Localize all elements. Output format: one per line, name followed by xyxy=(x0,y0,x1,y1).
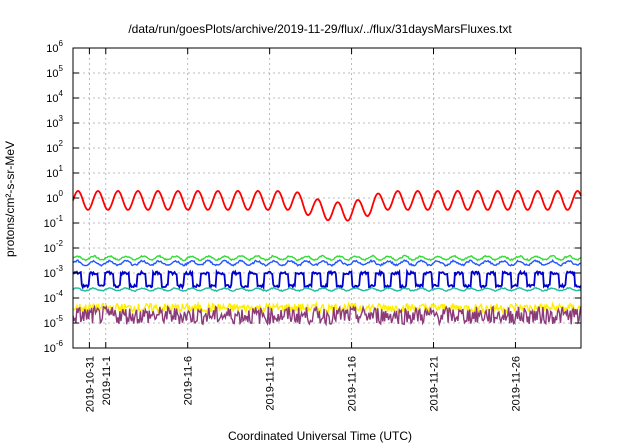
chart-title: /data/run/goesPlots/archive/2019-11-29/f… xyxy=(128,22,512,36)
x-tick-labels: 2019-10-31 2019-11-1 2019-11-6 2019-11-11 20… xyxy=(84,356,522,412)
y-tick-label: 100 xyxy=(46,189,63,205)
y-tick-labels: 10-6 10-5 10-4 10-3 10-2 10-1 100 101 102 103 104 1… xyxy=(44,39,64,355)
y-tick-label: 10-5 xyxy=(44,314,64,330)
grid-lines xyxy=(73,48,581,348)
series-line-2 xyxy=(72,254,582,262)
x-tick-label: 2019-11-21 xyxy=(429,356,441,411)
series-line-7 xyxy=(72,304,582,327)
y-tick-label: 105 xyxy=(46,64,63,80)
series-line-3 xyxy=(72,258,582,267)
x-tick-label: 2019-11-1 xyxy=(101,356,113,405)
plot-frame xyxy=(72,47,582,349)
y-tick-label: 104 xyxy=(46,89,63,105)
x-tick-label: 2019-11-26 xyxy=(510,356,522,411)
y-tick-label: 106 xyxy=(46,39,63,55)
y-tick-label: 103 xyxy=(46,114,63,130)
series-lines xyxy=(72,189,582,327)
plot-border xyxy=(72,47,582,349)
x-tick-label: 2019-11-6 xyxy=(183,356,195,405)
y-tick-label: 10-6 xyxy=(44,339,64,355)
y-tick-label: 10-2 xyxy=(44,239,64,255)
series-line-5 xyxy=(72,286,582,293)
y-tick-label: 102 xyxy=(46,139,63,155)
series-line-1 xyxy=(72,189,582,222)
x-tick-label: 2019-11-11 xyxy=(265,356,277,411)
y-tick-label: 10-4 xyxy=(44,289,64,305)
y-tick-label: 10-1 xyxy=(44,214,64,230)
y-tick-label: 10-3 xyxy=(44,264,64,280)
x-tick-label: 2019-11-16 xyxy=(347,356,359,411)
y-tick-label: 101 xyxy=(46,164,63,180)
series-line-4 xyxy=(72,268,582,291)
x-tick-label: 2019-10-31 xyxy=(84,356,96,412)
x-axis-label: Coordinated Universal Time (UTC) xyxy=(227,429,413,443)
